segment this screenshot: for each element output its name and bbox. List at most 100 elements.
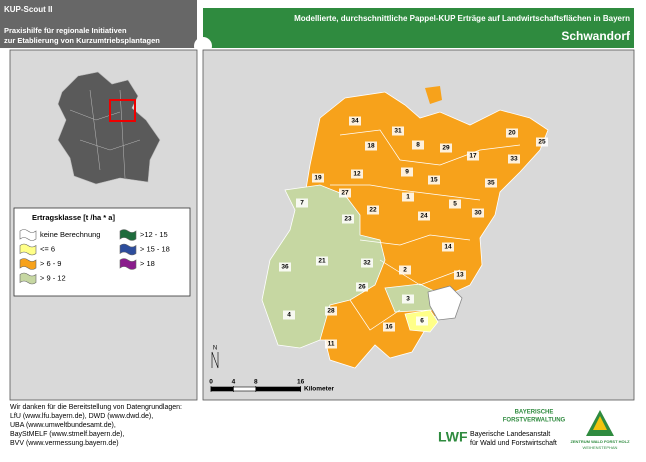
district-locator bbox=[109, 99, 136, 122]
scale-tick-label: 4 bbox=[232, 379, 236, 386]
region-label-box bbox=[383, 322, 395, 332]
region-label-box bbox=[416, 316, 428, 326]
region-label-box bbox=[428, 175, 440, 185]
region-label-box bbox=[367, 205, 379, 215]
zentrum-text: WEIHENSTEPHAN bbox=[583, 445, 618, 450]
region-label: 21 bbox=[318, 258, 326, 265]
region-label: 23 bbox=[344, 216, 352, 223]
region-label-box bbox=[440, 143, 452, 153]
forst-logo-text: BAYERISCHE bbox=[515, 410, 554, 416]
region-label-box bbox=[316, 256, 328, 266]
region-label: 11 bbox=[328, 341, 335, 348]
region-label-box bbox=[508, 154, 520, 164]
region-label-box bbox=[402, 294, 414, 304]
region-label: 14 bbox=[444, 244, 452, 251]
header-app-box bbox=[0, 0, 197, 48]
map-title: Modellierte, durchschnittliche Pappel-KU… bbox=[294, 14, 630, 23]
region-label-box bbox=[485, 178, 497, 188]
legend-title: Ertragsklasse [t /ha * a] bbox=[32, 213, 115, 222]
region-label-box bbox=[361, 258, 373, 268]
lwf-text: Bayerische Landesanstalt bbox=[470, 431, 550, 438]
region-label-box bbox=[399, 265, 411, 275]
zentrum-text: ZENTRUM WALD FORST HOLZ bbox=[570, 439, 630, 444]
footer-line: Wir danken für die Bereitstellung von Da… bbox=[10, 404, 182, 411]
app-name: KUP-Scout II bbox=[4, 5, 52, 14]
region-label-box bbox=[454, 270, 466, 280]
footer-line: BVV (www.vermessung.bayern.de) bbox=[10, 440, 119, 447]
region-label-box bbox=[312, 173, 324, 183]
legend-label: <= 6 bbox=[40, 244, 55, 253]
region-label-box bbox=[412, 140, 424, 150]
footer-line: UBA (www.umweltbundesamt.de), bbox=[10, 422, 116, 429]
region-label-box bbox=[442, 242, 454, 252]
yield-area-9-12 bbox=[261, 184, 386, 349]
region-label: 28 bbox=[327, 308, 335, 315]
region-label: 13 bbox=[456, 272, 464, 279]
region-label: 6 bbox=[420, 318, 424, 325]
region-label: 18 bbox=[367, 143, 375, 150]
legend-label: > 18 bbox=[140, 259, 155, 268]
region-label: 36 bbox=[281, 264, 289, 271]
municipal-borders bbox=[330, 129, 521, 331]
region-label-box bbox=[365, 141, 377, 151]
region-label-box bbox=[279, 262, 291, 272]
app-subtitle: Praxishilfe für regionale Initiativen bbox=[4, 26, 127, 35]
region-label-box bbox=[349, 116, 361, 126]
legend-label: > 15 - 18 bbox=[140, 244, 170, 253]
legend-swatch bbox=[19, 258, 37, 270]
yield-area-6-9 bbox=[425, 86, 442, 104]
region-label: 27 bbox=[341, 190, 349, 197]
legend-swatch bbox=[19, 272, 37, 285]
region-label: 15 bbox=[430, 177, 438, 184]
app-subtitle: zur Etablierung von Kurzumtriebsplantage… bbox=[4, 36, 160, 45]
district-name: Schwandorf bbox=[561, 29, 631, 43]
region-label: 12 bbox=[353, 171, 361, 178]
region-label: 22 bbox=[369, 207, 377, 214]
footer-line: BayStMELF (www.stmelf.bayern.de), bbox=[10, 431, 124, 438]
header-title-box bbox=[203, 8, 634, 48]
region-label-box bbox=[418, 211, 430, 221]
scale-segment bbox=[255, 386, 301, 392]
scale-tick-label: 8 bbox=[254, 379, 258, 386]
forst-logo-text: FORSTVERWALTUNG bbox=[503, 418, 566, 424]
legend: keine Berechnung >12 - 15 <= 6 > 15 - 18 > 6… bbox=[19, 229, 170, 285]
region-label-box bbox=[449, 199, 461, 209]
region-label-box bbox=[325, 306, 337, 316]
region-label: 4 bbox=[287, 312, 291, 319]
region-label: 7 bbox=[300, 200, 304, 207]
region-label-box bbox=[342, 214, 354, 224]
footer-line: LfU (www.lfu.bayern.de), DWD (www.dwd.de… bbox=[10, 413, 153, 420]
region-label: 29 bbox=[442, 145, 450, 152]
region-label: 25 bbox=[538, 139, 546, 146]
legend-label: >12 - 15 bbox=[140, 230, 168, 239]
region-label: 5 bbox=[453, 201, 457, 208]
legend-label: > 9 - 12 bbox=[40, 273, 66, 282]
region-label: 2 bbox=[403, 267, 407, 274]
region-label: 19 bbox=[314, 175, 322, 182]
region-label-box bbox=[339, 188, 351, 198]
region-label-box bbox=[392, 126, 404, 136]
region-label-box bbox=[283, 310, 295, 320]
region-label: 17 bbox=[469, 153, 477, 160]
lwf-logo: LWF bbox=[438, 429, 468, 445]
region-label: 16 bbox=[385, 324, 393, 331]
zentrum-logo bbox=[593, 416, 607, 430]
legend-label: keine Berechnung bbox=[40, 230, 100, 239]
north-label: N bbox=[213, 346, 217, 352]
footer: Wir danken für die Bereitstellung von Da… bbox=[10, 404, 182, 447]
no-calculation-area bbox=[427, 285, 463, 321]
legend-label: > 6 - 9 bbox=[40, 259, 61, 268]
region-label: 35 bbox=[487, 180, 495, 187]
region-label-box bbox=[506, 128, 518, 138]
region-label-box bbox=[401, 167, 413, 177]
legend-swatch bbox=[119, 243, 137, 256]
region-label-box bbox=[467, 151, 479, 161]
region-label: 8 bbox=[416, 142, 420, 149]
region-label: 9 bbox=[405, 169, 409, 176]
region-label-box bbox=[325, 339, 337, 349]
lwf-text: für Wald und Forstwirtschaft bbox=[470, 440, 557, 447]
region-label-box bbox=[536, 137, 548, 147]
legend-swatch bbox=[19, 243, 37, 256]
region-label-box bbox=[351, 169, 363, 179]
